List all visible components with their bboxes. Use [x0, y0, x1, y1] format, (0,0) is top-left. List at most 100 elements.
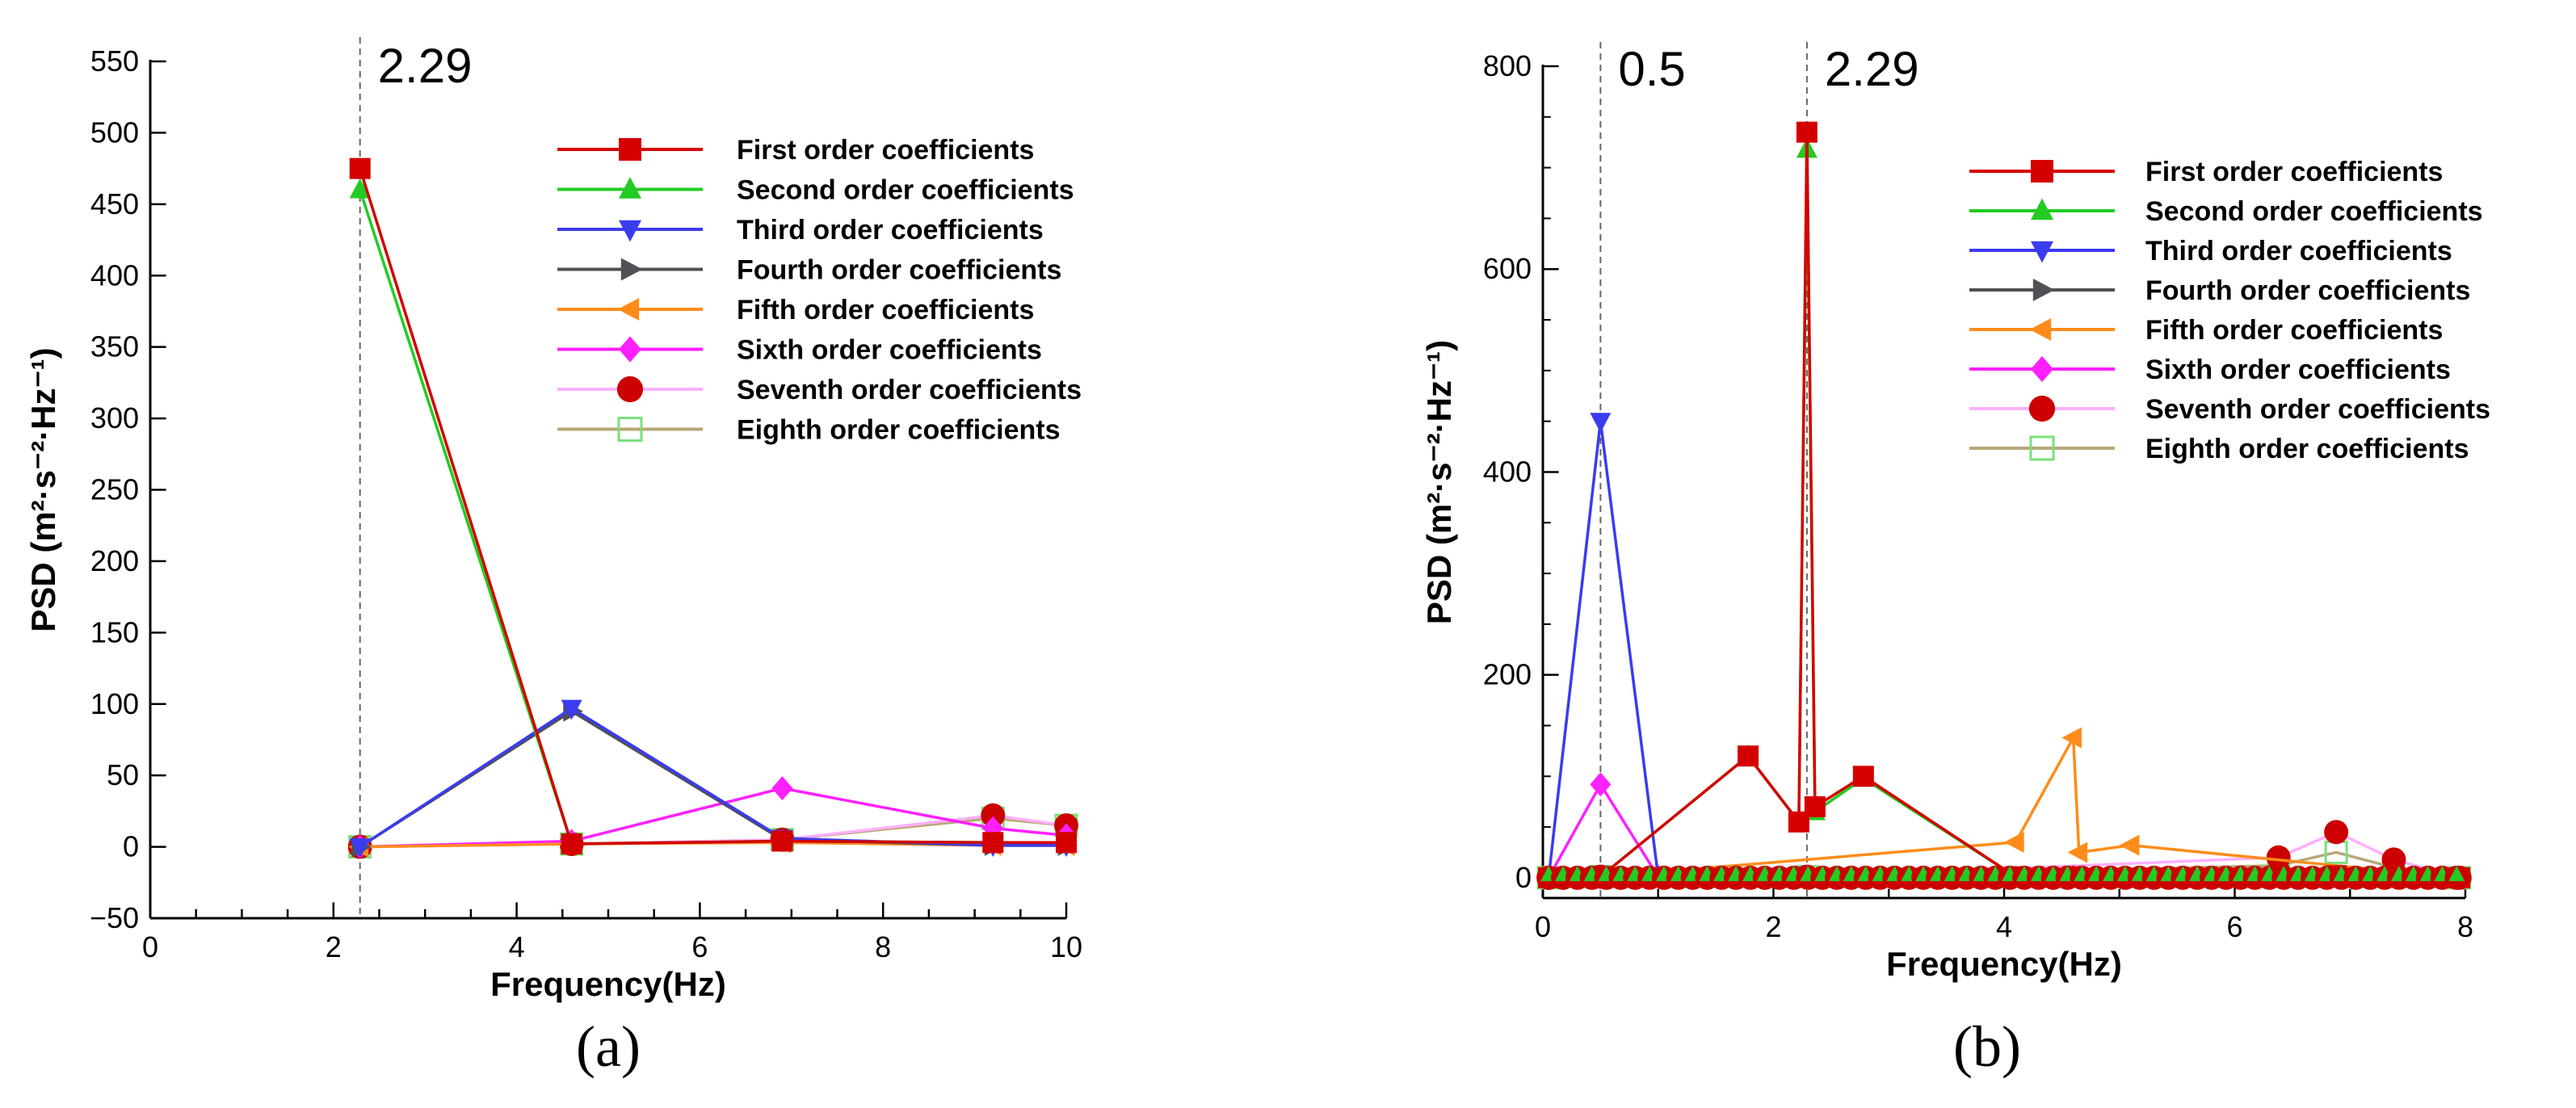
series-fifth	[1536, 727, 2469, 888]
legend-label: Fourth order coefficients	[2145, 275, 2470, 306]
y-tick-label: 300	[90, 401, 139, 434]
y-tick-label: 600	[1483, 252, 1532, 285]
legend-label: Fifth order coefficients	[737, 295, 1034, 325]
y-tick-label: 200	[90, 544, 139, 577]
y-tick-label: 800	[1483, 49, 1532, 82]
legend-marker	[619, 336, 641, 363]
y-tick-label: 200	[1483, 658, 1532, 691]
data-point	[2119, 834, 2140, 856]
panel-label: (b)	[1953, 1014, 2021, 1079]
x-tick-label: 6	[2226, 910, 2242, 943]
chart-panel-b: 0 200 400 600 800 0 2 4 6 8 Frequency(Hz) PSD (m²·s…	[1420, 42, 2490, 1079]
legend-label: Seventh order coefficients	[737, 375, 1082, 405]
data-point	[981, 803, 1006, 828]
reference-line-label: 2.29	[1825, 42, 1919, 96]
data-point	[349, 157, 371, 179]
legend-marker	[619, 220, 641, 242]
x-axis-title: Frequency(Hz)	[490, 965, 726, 1003]
data-point	[982, 816, 1004, 841]
reference-line-label: 2.29	[378, 39, 473, 93]
x-tick-label: 8	[2457, 910, 2473, 943]
legend-marker	[2029, 435, 2055, 461]
data-point	[349, 178, 371, 199]
legend-item-seventh: Seventh order coefficients	[1969, 394, 2490, 425]
y-axis-title: PSD (m²·s⁻²·Hz⁻¹)	[24, 347, 62, 632]
legend-item-second: Second order coefficients	[1969, 196, 2483, 227]
y-tick-label: 250	[90, 473, 139, 506]
x-tick-label: 8	[875, 930, 891, 963]
data-point	[561, 833, 582, 855]
series-eighth	[348, 806, 1078, 859]
legend-marker	[2031, 198, 2053, 220]
data-point	[982, 832, 1004, 854]
legend-label: Sixth order coefficients	[737, 335, 1042, 366]
legend-item-eighth: Eighth order coefficients	[557, 415, 1061, 446]
reference-line-label: 0.5	[1618, 42, 1685, 96]
y-tick-label: 50	[107, 758, 139, 791]
legend-marker	[620, 258, 643, 281]
legend-item-third: Third order coefficients	[557, 215, 1044, 246]
legend-marker	[2031, 355, 2053, 383]
series-seventh	[347, 803, 1078, 859]
legend-label: Eighth order coefficients	[2145, 434, 2469, 464]
data-point	[2067, 841, 2088, 863]
legend-label: Sixth order coefficients	[2145, 355, 2451, 385]
y-tick-label: 0	[1515, 861, 1532, 894]
data-point	[1796, 121, 1817, 143]
legend-item-fifth: Fifth order coefficients	[1969, 315, 2443, 346]
data-point	[2448, 866, 2465, 882]
data-point	[2266, 845, 2291, 870]
legend-label: Fifth order coefficients	[2145, 315, 2443, 346]
legend-item-fourth: Fourth order coefficients	[1969, 275, 2470, 306]
legend-marker	[619, 138, 641, 161]
data-point	[1590, 413, 1612, 433]
data-point	[1056, 832, 1077, 854]
legend-item-first: First order coefficients	[1969, 157, 2443, 187]
x-tick-label: 4	[1996, 910, 2012, 943]
series-third	[1538, 413, 2470, 890]
data-point	[2003, 831, 2024, 853]
legend-marker	[2031, 241, 2053, 263]
series-line	[1547, 421, 2460, 879]
legend-item-eighth: Eighth order coefficients	[1969, 434, 2469, 464]
y-tick-label: 150	[90, 615, 139, 648]
legend-label: Third order coefficients	[2145, 236, 2452, 267]
legend-label: Second order coefficients	[2145, 196, 2483, 227]
data-point	[1738, 745, 1759, 767]
legend-label: Eighth order coefficients	[737, 415, 1061, 446]
x-tick-label: 6	[691, 930, 708, 963]
data-point	[349, 838, 371, 858]
legend-marker	[617, 417, 643, 442]
x-axis-title: Frequency(Hz)	[1886, 945, 2122, 983]
y-tick-label: 400	[1483, 455, 1532, 488]
y-tick-label: 400	[90, 258, 139, 292]
data-point	[771, 776, 793, 801]
data-point	[2061, 727, 2082, 749]
legend: First order coefficients Second order coe…	[1969, 157, 2490, 464]
legend-label: First order coefficients	[2145, 157, 2443, 187]
series-first	[349, 157, 1077, 855]
panel-label: (a)	[576, 1014, 641, 1079]
y-tick-label: 350	[90, 330, 139, 363]
legend-marker	[617, 298, 640, 321]
y-tick-label: 0	[123, 830, 139, 863]
x-tick-label: 4	[509, 930, 525, 963]
x-tick-label: 2	[1765, 910, 1781, 943]
y-tick-label: 450	[90, 187, 139, 220]
legend-item-second: Second order coefficients	[557, 175, 1074, 206]
legend: First order coefficients Second order coe…	[557, 135, 1082, 446]
series-line	[359, 189, 1066, 846]
legend-marker	[2028, 395, 2056, 422]
legend-item-sixth: Sixth order coefficients	[1969, 355, 2451, 385]
series-fourth	[351, 700, 1078, 858]
legend-label: Second order coefficients	[737, 175, 1074, 206]
legend-marker	[2031, 160, 2053, 183]
y-tick-label: 100	[90, 687, 139, 720]
y-axis-title: PSD (m²·s⁻²·Hz⁻¹)	[1420, 340, 1458, 624]
legend-item-third: Third order coefficients	[1969, 236, 2452, 267]
data-point	[2324, 820, 2349, 845]
legend-label: First order coefficients	[737, 135, 1034, 166]
data-point	[1590, 772, 1612, 797]
